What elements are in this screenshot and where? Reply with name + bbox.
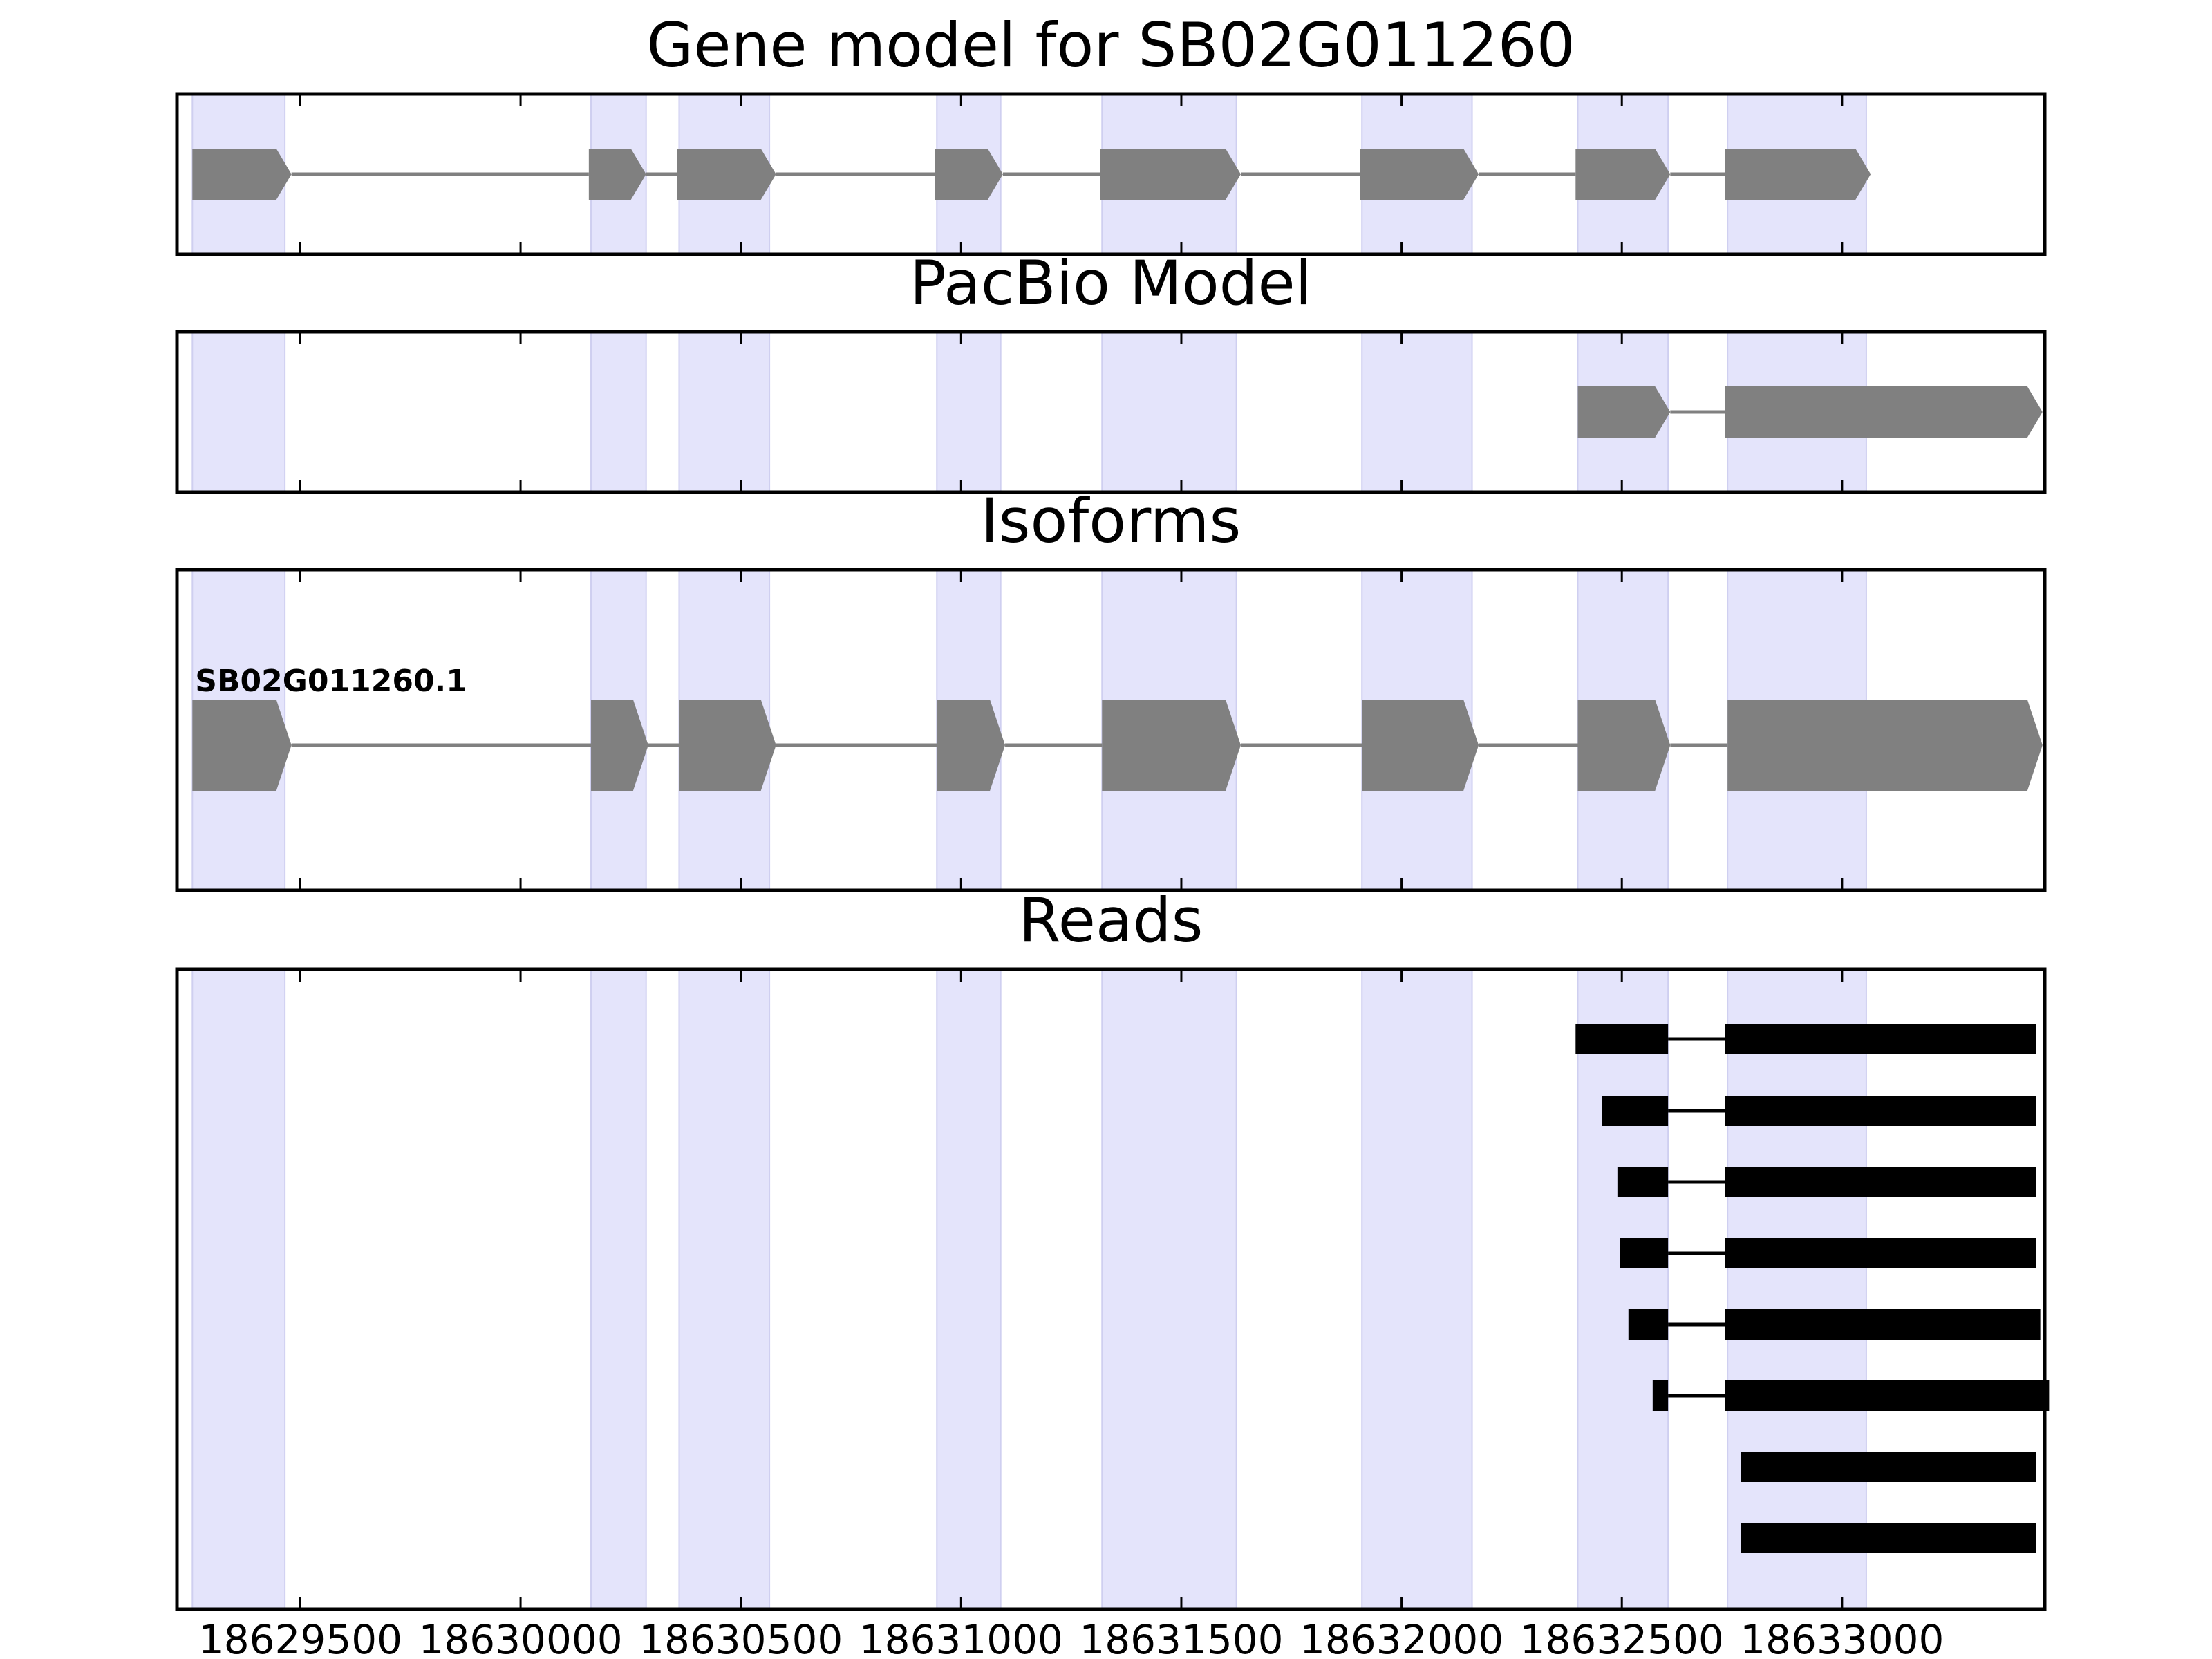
exon-block [677,149,776,200]
shaded-region [1101,331,1237,493]
read-block [1741,1452,2036,1482]
read-block [1617,1167,1669,1197]
intron-lines [291,172,1728,1398]
shaded-region [936,968,1002,1610]
x-tick-label: 18631500 [1079,1616,1283,1659]
exon-block [192,149,292,200]
read-block [1725,1380,2050,1411]
read-block [1602,1096,1669,1126]
shaded-region [1101,968,1237,1610]
panel-title: Isoforms [981,485,1241,556]
exon-block [1575,149,1671,200]
shaded-region [1727,968,1867,1610]
shaded-region [191,331,286,493]
shaded-region [590,968,647,1610]
exon-block [1725,149,1871,200]
read-block [1725,1167,2036,1197]
x-tick-label: 18632500 [1520,1616,1724,1659]
read-block [1725,1096,2036,1126]
shaded-region [678,331,771,493]
exon-block [1362,700,1479,791]
shaded-region [191,968,286,1610]
read-block [1725,1309,2041,1340]
read-block [1628,1309,1669,1340]
exon-block [1727,700,2043,791]
exon-block [935,149,1003,200]
shaded-region [936,331,1002,493]
read-block [1741,1523,2036,1553]
exon-block [1102,700,1241,791]
exon-block [679,700,776,791]
panel-frames [175,92,2047,1611]
panel-title: Gene model for SB02G011260 [646,10,1575,81]
panel-frame [175,92,2047,256]
shaded-region [1361,968,1473,1610]
read-block [1725,1024,2036,1054]
x-tick-label: 18630500 [639,1616,843,1659]
panel-frame [175,967,2047,1611]
panel-frame [175,330,2047,494]
read-block [1620,1238,1669,1268]
shaded-region [1577,968,1669,1610]
shaded-region [1361,331,1473,493]
exon-block [591,700,648,791]
shaded-exon-regions [191,93,1867,1610]
x-tick-label: 18630000 [418,1616,622,1659]
shaded-region [678,968,771,1610]
exon-block [1577,386,1671,438]
figure-text: Gene model for SB02G011260 PacBio Model SB… [195,10,1944,1659]
axis-ticks [299,94,1844,1609]
exon-block [192,700,292,791]
exon-block [1360,149,1479,200]
x-tick-label: 18632000 [1300,1616,1503,1659]
x-tick-label: 18633000 [1740,1616,1944,1659]
exon-block [1725,386,2043,438]
exon-shapes [192,149,2050,1553]
read-block [1725,1238,2036,1268]
exon-block [1577,700,1671,791]
isoform-label: SB02G011260.1 [195,664,467,699]
shaded-region [590,331,647,493]
panel-frame [175,568,2047,892]
exon-block [588,149,646,200]
panel-title: Reads [1019,885,1203,956]
exon-block [1100,149,1241,200]
x-tick-label: 18631000 [859,1616,1063,1659]
x-tick-label: 18629500 [198,1616,402,1659]
read-block [1575,1024,1669,1054]
read-block [1652,1380,1669,1411]
panel-title: PacBio Model [910,247,1312,319]
exon-block [937,700,1006,791]
